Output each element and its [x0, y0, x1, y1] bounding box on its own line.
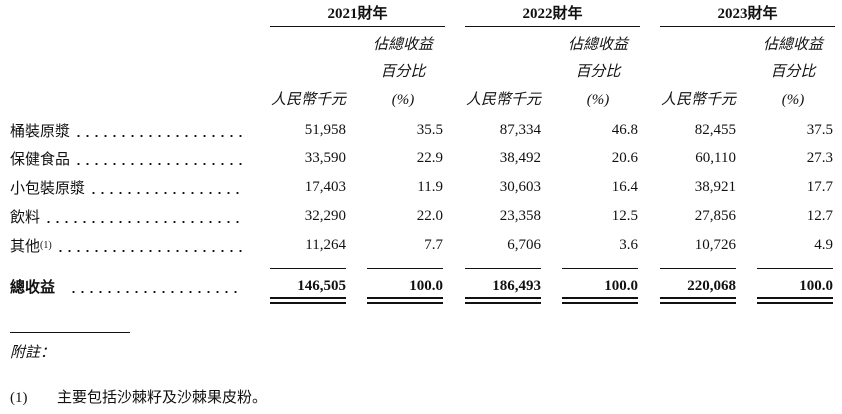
leader-dots	[74, 149, 242, 167]
table-cell: 35.5	[416, 122, 443, 138]
double-rule	[465, 297, 541, 299]
row-label-text: 飲料	[10, 209, 41, 226]
table-cell: 38,921	[694, 179, 736, 195]
table-cell: 100.0	[409, 278, 443, 294]
double-rule	[270, 302, 346, 304]
double-rule	[465, 302, 541, 304]
double-rule	[757, 302, 833, 304]
table-cell: 22.0	[416, 208, 443, 224]
row-label: 保健食品	[10, 149, 242, 168]
pct-unit: (%)	[781, 92, 805, 108]
year-header: 2021財年	[327, 6, 388, 22]
leader-dots	[55, 236, 242, 254]
double-rule	[660, 302, 736, 304]
sum-rule	[562, 268, 638, 269]
total-label-text: 總收益	[10, 279, 56, 296]
leader-dots	[44, 207, 242, 225]
row-label: 桶裝原漿	[10, 121, 242, 140]
sum-rule	[270, 268, 346, 269]
table-cell: 16.4	[611, 179, 638, 195]
table-cell: 186,493	[492, 278, 541, 294]
table-cell: 20.6	[611, 150, 638, 166]
pct-header: 佔總收益	[372, 37, 433, 53]
table-cell: 32,290	[304, 208, 346, 224]
table-cell: 3.6	[619, 237, 638, 253]
pct-header: 佔總收益	[762, 37, 823, 53]
table-cell: 100.0	[799, 278, 833, 294]
table-cell: 23,358	[499, 208, 541, 224]
table-cell: 17,403	[304, 179, 346, 195]
year-header: 2022財年	[522, 6, 583, 22]
table-cell: 22.9	[416, 150, 443, 166]
row-label-text: 保健食品	[10, 151, 71, 168]
year-underline	[270, 26, 445, 27]
note-ref: (1)	[40, 239, 52, 251]
sum-rule	[367, 268, 443, 269]
table-cell: 4.9	[814, 237, 833, 253]
table-cell: 220,068	[687, 278, 736, 294]
leader-dots	[74, 121, 242, 139]
year-header: 2023財年	[717, 6, 778, 22]
note-text: 主要包括沙棘籽及沙棘果皮粉。	[57, 390, 268, 406]
sum-rule	[465, 268, 541, 269]
pct-header: 百分比	[380, 64, 426, 80]
table-cell: 27,856	[694, 208, 736, 224]
double-rule	[562, 302, 638, 304]
pct-unit: (%)	[586, 92, 610, 108]
table-cell: 146,505	[297, 278, 346, 294]
double-rule	[367, 302, 443, 304]
row-label-text: 小包裝原漿	[10, 180, 86, 197]
row-label: 其他 (1)	[10, 236, 242, 255]
note-rule	[10, 332, 130, 333]
table-cell: 10,726	[694, 237, 736, 253]
pct-header: 佔總收益	[567, 37, 628, 53]
double-rule	[757, 297, 833, 299]
table-cell: 100.0	[604, 278, 638, 294]
table-cell: 37.5	[806, 122, 833, 138]
table-cell: 12.5	[611, 208, 638, 224]
sum-rule	[757, 268, 833, 269]
year-underline	[660, 26, 835, 27]
year-underline	[465, 26, 640, 27]
notes-heading: 附註：	[10, 345, 56, 361]
pct-header: 百分比	[770, 64, 816, 80]
pct-unit: (%)	[391, 92, 415, 108]
table-cell: 11.9	[417, 179, 443, 195]
leader-dots	[89, 178, 242, 196]
row-label-text: 其他	[10, 238, 41, 255]
amount-unit: 人民幣千元	[465, 92, 541, 108]
double-rule	[562, 297, 638, 299]
amount-unit: 人民幣千元	[270, 92, 346, 108]
table-cell: 38,492	[499, 150, 541, 166]
sum-rule	[660, 268, 736, 269]
double-rule	[367, 297, 443, 299]
leader-dots	[69, 277, 242, 295]
table-cell: 33,590	[304, 150, 346, 166]
table-cell: 51,958	[304, 122, 346, 138]
table-cell: 12.7	[806, 208, 833, 224]
table-cell: 6,706	[507, 237, 541, 253]
double-rule	[660, 297, 736, 299]
table-cell: 11,264	[305, 237, 346, 253]
table-cell: 60,110	[695, 150, 736, 166]
table-cell: 7.7	[424, 237, 443, 253]
double-rule	[270, 297, 346, 299]
table-cell: 30,603	[499, 179, 541, 195]
table-cell: 27.3	[806, 150, 833, 166]
row-label-text: 桶裝原漿	[10, 123, 71, 140]
table-cell: 82,455	[694, 122, 736, 138]
note-marker: (1)	[10, 390, 28, 406]
row-label: 飲料	[10, 207, 242, 226]
table-cell: 87,334	[499, 122, 541, 138]
row-label: 小包裝原漿	[10, 178, 242, 197]
pct-header: 百分比	[575, 64, 621, 80]
table-cell: 46.8	[611, 122, 638, 138]
table-cell: 17.7	[806, 179, 833, 195]
amount-unit: 人民幣千元	[660, 92, 736, 108]
total-label: 總收益	[10, 277, 242, 296]
